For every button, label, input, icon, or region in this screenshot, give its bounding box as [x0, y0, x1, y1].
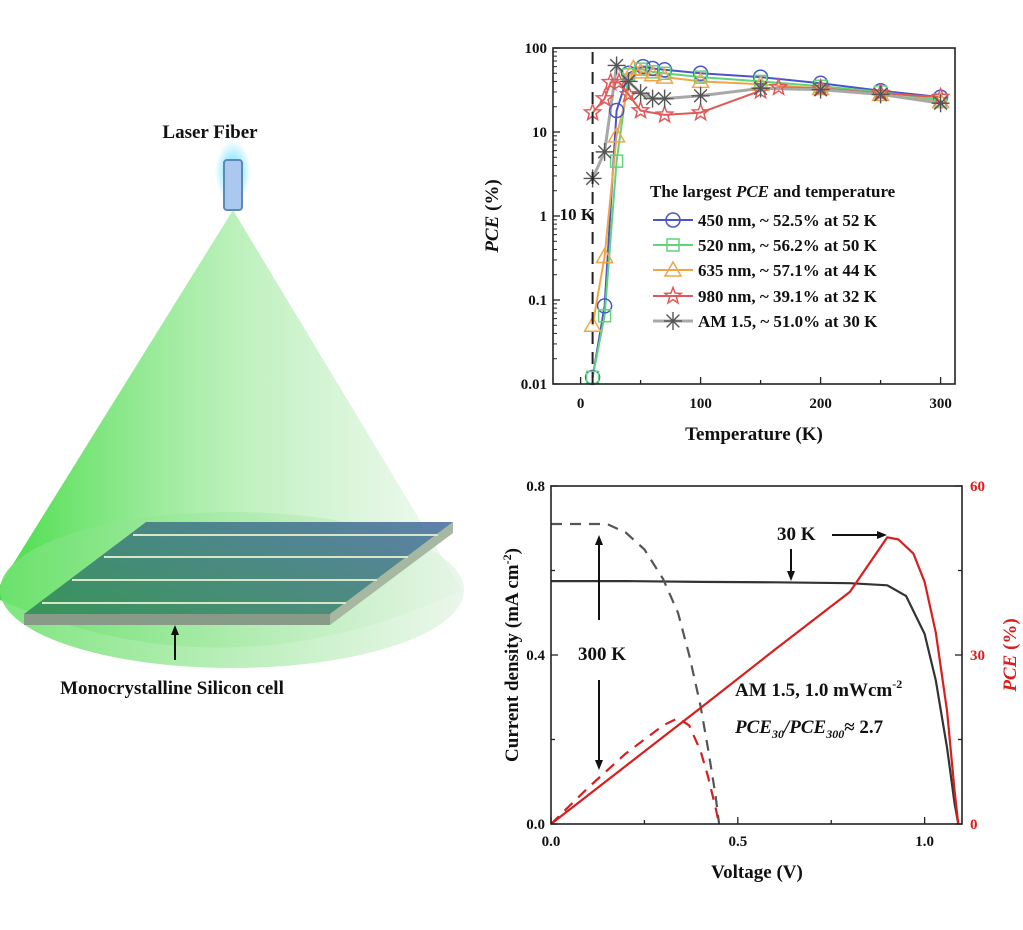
30k-label: 30 K: [777, 524, 816, 545]
data-point: [690, 101, 711, 122]
300k-label: 300 K: [578, 644, 626, 665]
series-layer: [582, 56, 951, 386]
data-point: [596, 298, 613, 314]
y-axis-title: Current density (mA cm-2): [500, 548, 523, 762]
data-point: [635, 58, 651, 75]
silicon-cell-icon: [24, 522, 453, 625]
data-point: [644, 60, 661, 77]
data-point: [595, 246, 614, 264]
legend: The largest PCE and temperature 450 nm, …: [650, 182, 896, 331]
y-axis-title: PCE (%): [482, 179, 503, 253]
data-point: [691, 86, 710, 105]
y2-tick-label: 30: [970, 648, 985, 664]
data-point: [692, 65, 709, 82]
series-line: [550, 536, 960, 825]
legend-entry: 450 nm, ~ 52.5% at 52 K: [698, 211, 878, 230]
legend-entry: 520 nm, ~ 56.2% at 50 K: [698, 236, 878, 255]
axis-ticks: [550, 485, 962, 825]
pce-vs-temperature-chart: 10 K 0 100 200 300 0.01 0.1 1 10 100 Tem…: [482, 41, 956, 445]
data-point: [594, 87, 615, 108]
legend-markers: [653, 212, 693, 330]
data-point: [595, 142, 614, 161]
series-line: [551, 580, 960, 825]
data-point: [608, 71, 630, 91]
x-tick-label: 100: [689, 396, 712, 412]
y-tick-label: 10: [532, 125, 547, 141]
data-point: [583, 315, 602, 333]
x-tick-label: 0.5: [728, 834, 747, 850]
axis-ticks: [553, 47, 942, 385]
y-tick-label: 0.8: [526, 479, 545, 495]
data-point: [657, 66, 672, 81]
legend-entry: 635 nm, ~ 57.1% at 44 K: [698, 261, 878, 280]
series-line: [550, 717, 721, 825]
laser-fiber-icon: [223, 159, 243, 211]
legend-marker: [666, 238, 680, 252]
10k-annotation: 10 K: [560, 205, 595, 224]
data-point: [619, 72, 638, 91]
data-point: [693, 70, 708, 84]
legend-entry: 980 nm, ~ 39.1% at 32 K: [698, 287, 878, 306]
y2-axis-title: PCE (%): [1000, 618, 1021, 692]
data-point: [654, 104, 675, 124]
data-point: [751, 79, 770, 98]
y-tick-label: 0.1: [528, 293, 547, 309]
legend-marker: [665, 212, 681, 228]
pce-ratio-label: PCE30/PCE300≈ 2.7: [734, 717, 884, 741]
condition-label: AM 1.5, 1.0 mWcm-2: [735, 677, 902, 701]
data-point: [643, 89, 662, 108]
data-point: [624, 58, 643, 76]
y-tick-label: 0.4: [526, 648, 545, 664]
data-point: [768, 76, 789, 96]
data-point: [608, 102, 625, 119]
data-point: [618, 83, 639, 104]
x-tick-label: 0: [577, 396, 585, 412]
x-axis-title: Temperature (K): [685, 424, 823, 445]
data-point: [871, 85, 890, 104]
laser-fiber-label: Laser Fiber: [162, 122, 258, 143]
data-point: [597, 308, 612, 323]
legend-title: The largest PCE and temperature: [650, 182, 896, 201]
x-axis-title: Voltage (V): [711, 862, 803, 883]
data-point: [931, 94, 950, 113]
data-point: [655, 67, 674, 84]
series-line: [551, 522, 721, 825]
x-tick-label: 200: [809, 396, 832, 412]
y2-tick-label: 60: [970, 479, 985, 495]
data-point: [643, 65, 662, 82]
y-tick-label: 0.0: [526, 817, 545, 833]
data-point: [811, 80, 830, 99]
y-tick-label: 0.01: [521, 377, 547, 393]
y2-tick-label: 0: [970, 817, 978, 833]
data-point: [631, 62, 650, 79]
data-point: [630, 99, 651, 120]
jv-pce-voltage-chart: 0.0 0.5 1.0 0.0 0.4 0.8 0 30 60 Voltage …: [500, 479, 1021, 883]
data-point: [607, 56, 626, 75]
x-tick-label: 1.0: [915, 834, 934, 850]
legend-marker: [662, 285, 684, 305]
legend-entry: AM 1.5, ~ 51.0% at 30 K: [698, 312, 878, 331]
data-point: [656, 62, 673, 78]
y-tick-label: 1: [540, 209, 548, 225]
data-point: [607, 126, 626, 143]
x-tick-label: 0.0: [542, 834, 561, 850]
illustration: Laser Fiber Monocrystalline Silicon cell: [0, 122, 464, 699]
x-tick-label: 300: [929, 396, 952, 412]
legend-marker: [663, 260, 683, 277]
series-layer: [550, 522, 960, 825]
legend-marker: [664, 312, 682, 330]
data-point: [609, 154, 624, 168]
cell-label: Monocrystalline Silicon cell: [60, 678, 284, 699]
y-tick-label: 100: [525, 41, 548, 57]
data-point: [631, 84, 650, 103]
data-point: [655, 89, 674, 108]
